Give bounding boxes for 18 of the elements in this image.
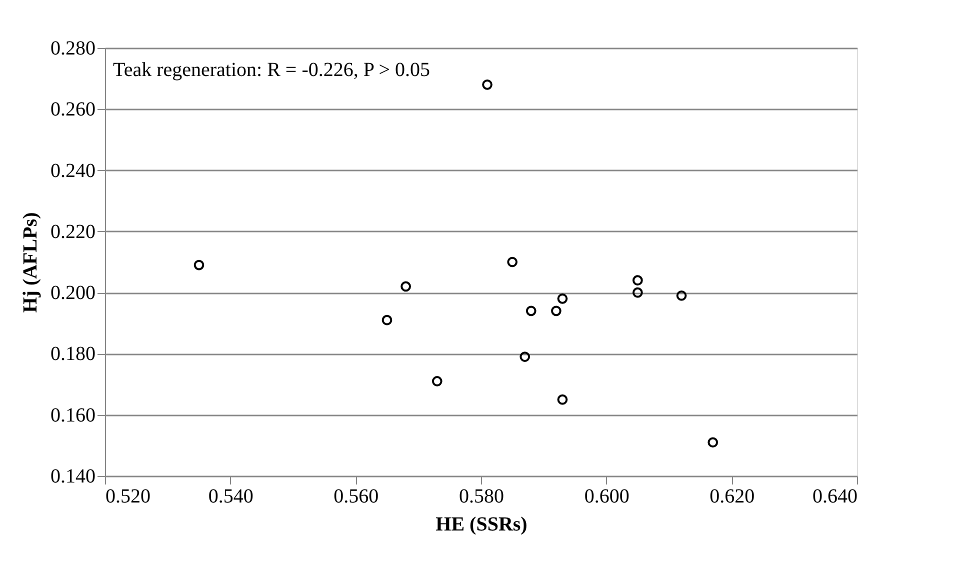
x-tick-label: 0.540 xyxy=(208,486,254,508)
y-tick-label: 0.140 xyxy=(50,466,96,488)
x-tick-label: 0.620 xyxy=(710,486,755,508)
x-tick-label: 0.520 xyxy=(106,486,150,508)
x-axis-title: HE (SSRs) xyxy=(436,514,528,536)
x-tick-label: 0.560 xyxy=(334,486,379,508)
y-tick-label: 0.160 xyxy=(50,404,96,426)
y-tick-label: 0.220 xyxy=(50,220,96,243)
y-axis-title: Hj (AFLPs) xyxy=(20,212,42,313)
x-tick-label: 0.580 xyxy=(459,486,504,508)
y-tick-label: 0.240 xyxy=(50,160,96,182)
x-tick-label: 0.600 xyxy=(584,486,630,508)
y-tick-label: 0.260 xyxy=(50,98,96,121)
x-tick-label: 0.640 xyxy=(812,486,858,508)
y-tick-label: 0.280 xyxy=(50,38,96,60)
annotation: Teak regeneration: R = -0.226, P > 0.05 xyxy=(113,59,430,81)
y-tick-label: 0.200 xyxy=(50,282,96,304)
y-tick-label: 0.180 xyxy=(50,343,96,366)
